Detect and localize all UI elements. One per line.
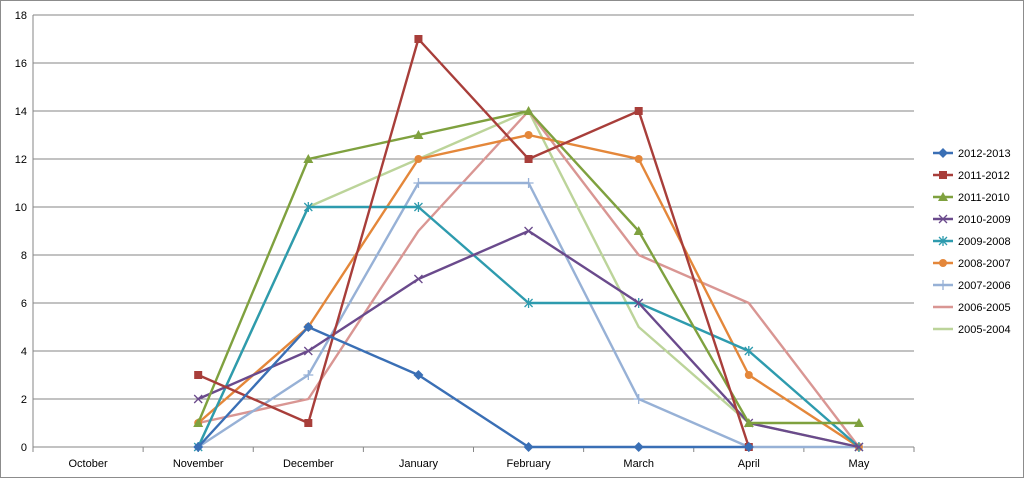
legend-label: 2011-2012 (958, 170, 1010, 182)
series-2012-2013 (193, 322, 754, 452)
x-tick-label: January (399, 458, 439, 470)
data-point (303, 346, 313, 356)
data-point (853, 418, 864, 427)
series-2011-2010 (193, 106, 864, 427)
data-point (743, 418, 754, 427)
data-point (633, 226, 644, 235)
x-tick-label: May (849, 458, 870, 470)
legend-label: 2009-2008 (958, 236, 1011, 248)
data-point (193, 418, 204, 427)
legend-marker (938, 148, 948, 158)
series-line (197, 37, 750, 448)
data-point (414, 155, 423, 163)
legend-item: 2011-2012 (933, 170, 1010, 182)
series-line (197, 325, 749, 449)
y-tick-label: 2 (21, 394, 27, 406)
data-point (193, 394, 203, 404)
data-point (304, 419, 313, 427)
series-line (197, 181, 859, 449)
data-point (634, 298, 644, 308)
data-point (524, 298, 534, 308)
data-point (303, 154, 314, 163)
y-tick-label: 6 (21, 298, 27, 310)
data-point (303, 370, 314, 380)
data-point (524, 155, 533, 163)
legend-item: 2010-2009 (933, 214, 1011, 226)
data-point (303, 202, 313, 212)
legend-item: 2006-2005 (933, 302, 1011, 314)
data-point (524, 226, 534, 236)
data-point (413, 274, 423, 284)
legend-marker (939, 259, 947, 267)
series-2011-2012 (194, 35, 753, 451)
data-point (744, 346, 754, 356)
x-tick-label: October (68, 458, 107, 470)
x-tick-label: March (623, 458, 654, 470)
y-tick-label: 4 (21, 346, 27, 358)
legend-label: 2011-2010 (958, 192, 1010, 204)
series-2009-2008 (193, 202, 864, 452)
legend-label: 2012-2013 (958, 148, 1011, 160)
y-tick-label: 16 (15, 58, 27, 70)
x-tick-label: December (283, 458, 334, 470)
data-point (633, 442, 644, 452)
legend-label: 2005-2004 (958, 324, 1011, 336)
legend: 2012-2013 2011-2012 2011-2010 2010-2009 2009… (933, 148, 1011, 336)
legend-label: 2008-2007 (958, 258, 1011, 270)
data-point (303, 322, 314, 332)
legend-marker (938, 280, 948, 290)
x-tick-label: April (738, 458, 760, 470)
x-tick-label: February (507, 458, 552, 470)
series-line (197, 205, 860, 448)
y-tick-label: 0 (21, 442, 27, 454)
data-point (523, 106, 534, 115)
legend-item: 2005-2004 (933, 324, 1011, 336)
data-point (633, 394, 644, 404)
legend-marker (939, 171, 947, 179)
data-point (413, 130, 424, 139)
legend-item: 2012-2013 (933, 148, 1011, 160)
data-point (854, 442, 864, 452)
y-tick-label: 18 (15, 10, 27, 22)
legend-marker (938, 192, 948, 201)
y-tick-label: 14 (15, 106, 27, 118)
data-point (194, 371, 203, 379)
data-point (744, 371, 753, 379)
data-point (413, 178, 424, 188)
legend-marker (938, 236, 948, 246)
data-point (524, 131, 533, 139)
data-point (743, 442, 754, 452)
y-tick-label: 10 (15, 202, 27, 214)
legend-item: 2011-2010 (933, 192, 1010, 204)
legend-item: 2007-2006 (933, 280, 1011, 292)
y-tick-label: 8 (21, 250, 27, 262)
legend-marker (938, 214, 948, 224)
data-point (523, 442, 534, 452)
data-point (523, 178, 534, 188)
legend-label: 2010-2009 (958, 214, 1011, 226)
legend-item: 2008-2007 (933, 258, 1011, 270)
data-point (414, 35, 423, 43)
legend-label: 2007-2006 (958, 280, 1011, 292)
legend-label: 2006-2005 (958, 302, 1011, 314)
data-point (413, 370, 424, 380)
data-point (634, 155, 643, 163)
x-tick-label: November (173, 458, 224, 470)
data-point (193, 442, 204, 452)
data-point (413, 202, 423, 212)
y-tick-label: 12 (15, 154, 27, 166)
series-2007-2006 (193, 178, 864, 452)
data-point (634, 107, 643, 115)
legend-item: 2009-2008 (933, 236, 1011, 248)
